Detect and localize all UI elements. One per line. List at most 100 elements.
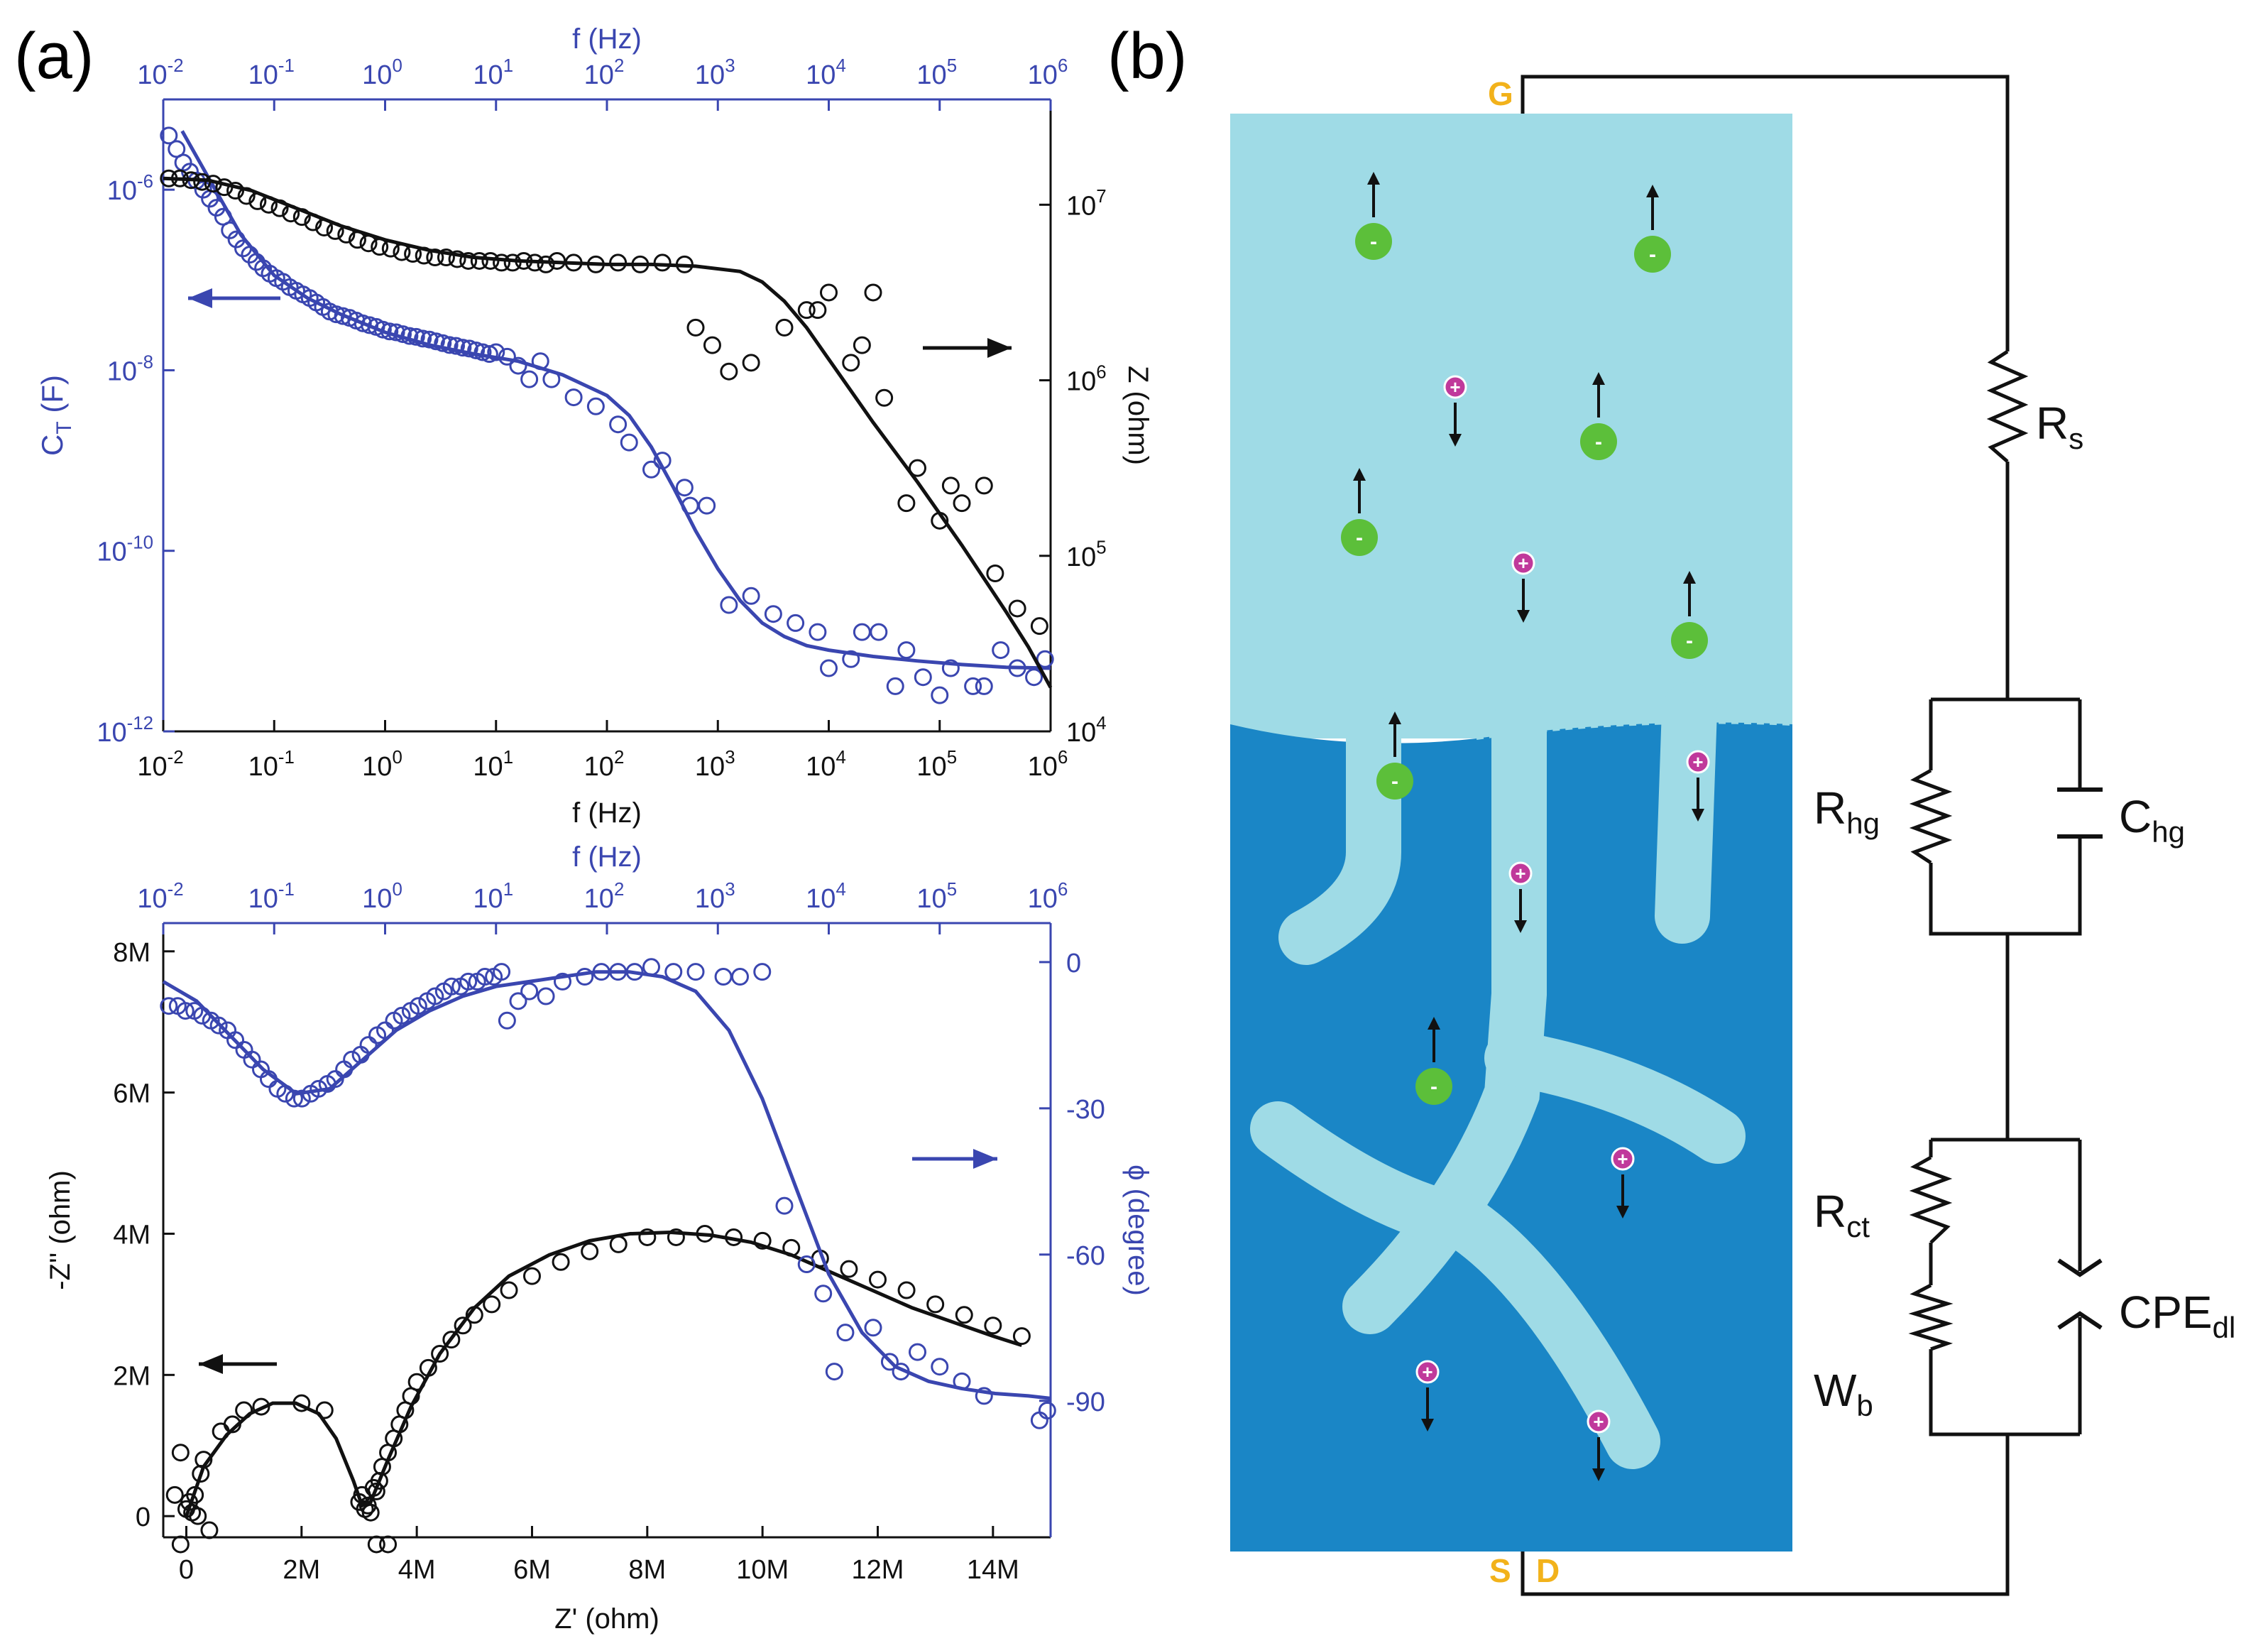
x-top-tick-label: 100 [362, 880, 402, 914]
x-top-tick-label: 100 [362, 56, 402, 90]
y2-tick-label: 106 [1066, 362, 1107, 396]
anion-arrowhead [1388, 711, 1401, 724]
anion: - [1415, 1017, 1452, 1105]
arrow-left-blue [188, 288, 280, 308]
x-top-tick-label: 104 [806, 880, 846, 914]
panel-a: (a) 10-210-210-110-110010010110110210210… [14, 20, 1154, 1635]
warburg-wb-symbol [1908, 1283, 1954, 1351]
data-point [897, 641, 916, 660]
data-point [509, 356, 527, 375]
data-point [814, 1285, 833, 1303]
pore-branch [1484, 1030, 1746, 1164]
data-point [964, 677, 982, 695]
chart-capacitance-impedance: 10-2 10-2 10-1 10-1 100 100 101 101 102 102 103 103… [35, 23, 1154, 829]
panel-b: (b) [1107, 20, 2235, 1596]
x-tick-label: 6M [513, 1555, 551, 1585]
resistor-rct-symbol [1909, 1155, 1953, 1244]
anion-circle [1580, 423, 1617, 460]
source-label: S [1489, 1552, 1511, 1589]
data-point [941, 476, 960, 495]
x-top-tick-label: 105 [916, 880, 957, 914]
pore-branch [1278, 697, 1401, 965]
data-point [686, 318, 705, 337]
anion-arrowhead [1646, 185, 1659, 197]
data-point [226, 182, 245, 200]
cation-sign: + [1692, 751, 1703, 773]
data-point [775, 1196, 794, 1215]
data-point [775, 318, 794, 337]
data-point [753, 1231, 772, 1250]
data-point [853, 623, 871, 641]
data-point [975, 677, 993, 695]
cation-circle [1511, 551, 1535, 575]
data-point [914, 668, 932, 687]
arrow-left-black [199, 1354, 277, 1374]
data-point [698, 496, 716, 515]
data-point [442, 977, 461, 996]
data-point [470, 251, 488, 270]
cation: + [1511, 551, 1535, 623]
data-point [509, 992, 527, 1010]
data-point [609, 1235, 628, 1253]
anion-sign: - [1370, 230, 1377, 253]
arrow-left-blue-head [188, 288, 212, 308]
data-point [825, 1363, 843, 1381]
data-point [160, 126, 178, 145]
data-point [941, 659, 960, 677]
data-point [493, 963, 511, 981]
cation: + [1587, 1409, 1611, 1481]
cation: + [1611, 1147, 1635, 1218]
data-point [476, 968, 494, 986]
data-point [809, 301, 827, 320]
data-point [836, 1324, 855, 1342]
data-point [483, 1295, 501, 1314]
fit-line [163, 176, 1053, 689]
x-tick-label: 10-2 [137, 748, 183, 782]
cation: + [1508, 861, 1533, 933]
arrow-right-black [923, 338, 1012, 358]
x-top-tick-label: 104 [806, 56, 846, 90]
data-point [500, 1281, 518, 1299]
x-axis-title: f (Hz) [572, 797, 642, 829]
y-axis-title: -Z'' (ohm) [45, 1170, 76, 1290]
data-point [442, 1331, 461, 1349]
data-point [742, 587, 760, 605]
data-point [420, 330, 439, 349]
x-top-tick-label: 102 [584, 56, 625, 90]
ions-layer: - - - - - - - + + + + + + + [1341, 172, 1710, 1481]
data-point [431, 1344, 449, 1363]
anion-circle [1634, 236, 1671, 273]
data-point [875, 388, 894, 407]
anion-arrowhead [1353, 468, 1366, 481]
arrow-left-black-head [199, 1354, 223, 1374]
x-tick-label: 101 [473, 748, 513, 782]
data-point [171, 1535, 190, 1554]
data-point [493, 253, 511, 272]
data-point [292, 1089, 311, 1108]
data-point [409, 997, 427, 1015]
data-point [537, 987, 555, 1005]
anion-circle [1355, 223, 1392, 260]
data-point [842, 650, 860, 668]
y-tick-label: 4M [113, 1220, 150, 1250]
label-wb: Wb [1814, 1365, 1873, 1422]
y2-tick-label: -60 [1066, 1241, 1105, 1271]
pore-network [1250, 682, 1746, 1469]
anion: - [1341, 468, 1378, 556]
anion: - [1580, 372, 1617, 460]
electrolyte-region [1230, 114, 1792, 738]
y2-tick-label: 0 [1066, 949, 1081, 978]
anion-sign: - [1595, 430, 1602, 454]
pore-branch [1250, 1101, 1660, 1469]
cation-arrowhead [1449, 434, 1462, 447]
anion-sign: - [1356, 526, 1363, 550]
data-point [552, 1253, 570, 1271]
data-point [809, 623, 827, 641]
data-point [554, 972, 571, 991]
x-top-tick-label: 102 [584, 880, 625, 914]
fit-line [162, 970, 1051, 1400]
data-point [522, 1267, 541, 1285]
data-point [797, 1255, 816, 1274]
anion-sign: - [1649, 243, 1656, 266]
data-point [880, 1353, 899, 1371]
